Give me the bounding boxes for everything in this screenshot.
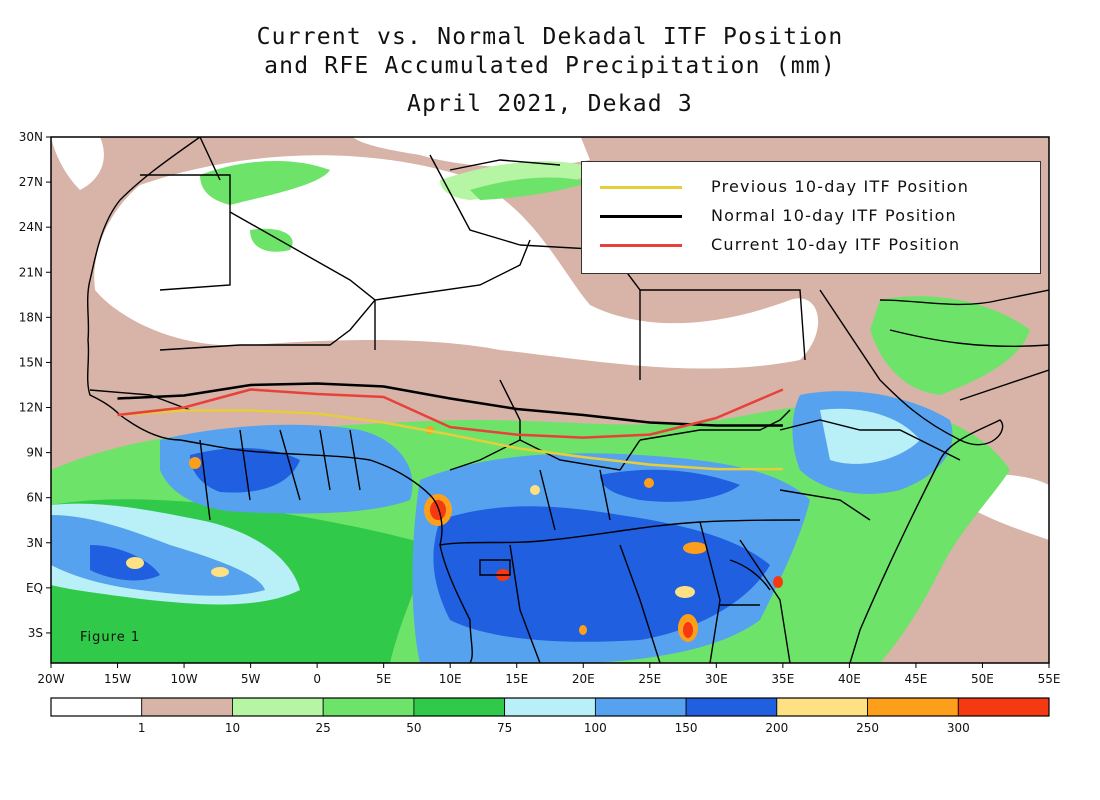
colorbar-label: 200 xyxy=(765,721,788,735)
itf-legend-swatch xyxy=(600,215,682,218)
lat-tick-label: 15N xyxy=(19,355,43,369)
lon-tick-label: 50E xyxy=(971,672,994,686)
itf-normal-line xyxy=(117,382,783,427)
colorbar-frame xyxy=(50,697,1050,717)
itf-legend-row: Normal 10-day ITF Position xyxy=(582,204,1040,228)
colorbar-segment xyxy=(685,697,778,717)
atlantic-dry-zone xyxy=(51,137,104,190)
lon-tick-label: 35E xyxy=(771,672,794,686)
precipitation-colorbar xyxy=(50,697,1050,717)
lat-tick-label: 27N xyxy=(19,175,43,189)
itf-lines xyxy=(117,382,784,471)
itf-legend-swatch xyxy=(600,186,682,189)
colorbar-label: 50 xyxy=(406,721,421,735)
colorbar-segment xyxy=(594,697,687,717)
colorbar-segment xyxy=(141,697,233,717)
itf-legend-label: Previous 10-day ITF Position xyxy=(711,177,970,196)
map-title-date: April 2021, Dekad 3 xyxy=(407,91,693,117)
lat-tick-label: 24N xyxy=(19,220,43,234)
latitude-axis: 30N 27N 24N 21N 18N 15N 12N 9N 6N 3N EQ 3S xyxy=(19,130,51,640)
lat-tick-label: 6N xyxy=(26,491,43,505)
colorbar-label: 250 xyxy=(856,721,879,735)
colorbar-segment xyxy=(413,697,506,717)
colorbar-label: 75 xyxy=(497,721,512,735)
lon-tick-label: 10W xyxy=(170,672,197,686)
lon-tick-label: 30E xyxy=(705,672,728,686)
colorbar-label: 100 xyxy=(584,721,607,735)
central-africa-rain-dark-blue xyxy=(433,506,770,642)
lat-tick-label: 18N xyxy=(19,310,43,324)
central-africa-rain-dark-blue-north xyxy=(600,469,740,502)
colorbar-segment xyxy=(867,697,959,717)
itf-current-line xyxy=(117,388,784,439)
colorbar-label: 150 xyxy=(675,721,698,735)
colorbar-labels: 1 10 25 50 75 100 150 200 250 300 xyxy=(138,721,970,735)
itf-previous-line xyxy=(117,409,783,471)
lon-tick-label: 0 xyxy=(313,672,321,686)
itf-legend: Previous 10-day ITF Position Normal 10-da… xyxy=(581,161,1041,274)
ocean-rain-dark-blue xyxy=(90,545,160,581)
colorbar-segment xyxy=(322,697,415,717)
north-dry-zone xyxy=(352,137,590,167)
itf-legend-row: Current 10-day ITF Position xyxy=(582,233,1040,257)
lon-tick-label: 10E xyxy=(439,672,462,686)
itf-legend-row: Previous 10-day ITF Position xyxy=(582,175,1040,199)
lon-tick-label: 20W xyxy=(37,672,64,686)
colorbar-segment xyxy=(957,697,1050,717)
map-title-line1: Current vs. Normal Dekadal ITF Position xyxy=(256,24,844,50)
lon-tick-label: 40E xyxy=(838,672,861,686)
lon-tick-label: 55E xyxy=(1038,672,1061,686)
lon-tick-label: 15E xyxy=(505,672,528,686)
colorbar-label: 300 xyxy=(947,721,970,735)
lat-tick-label: 3N xyxy=(26,536,43,550)
lat-tick-label: 30N xyxy=(19,130,43,144)
sahara-dry-zone xyxy=(94,155,819,369)
west-africa-rain-dark-blue xyxy=(190,448,300,493)
figure-label: Figure 1 xyxy=(80,630,140,645)
lat-tick-label: 21N xyxy=(19,265,43,279)
lat-tick-label: 12N xyxy=(19,401,43,415)
lon-tick-label: 5W xyxy=(241,672,261,686)
northern-rain-band-3 xyxy=(470,177,590,200)
itf-legend-label: Current 10-day ITF Position xyxy=(711,235,961,254)
longitude-axis: 20W 15W 10W 5W 0 5E 10E 15E 20E 25E 30E 35E 40E 45E 50… xyxy=(37,663,1060,686)
northern-rain-band-1 xyxy=(200,160,330,205)
colorbar-segment xyxy=(504,697,596,717)
lon-tick-label: 25E xyxy=(638,672,661,686)
northern-rain-patch xyxy=(250,228,293,252)
lon-tick-label: 45E xyxy=(905,672,928,686)
lon-tick-label: 5E xyxy=(376,672,391,686)
lat-tick-label: 3S xyxy=(28,626,43,640)
arabia-rain-patch xyxy=(870,296,1030,395)
colorbar-segment xyxy=(232,697,324,717)
lon-tick-label: 15W xyxy=(104,672,131,686)
map-title-line2: and RFE Accumulated Precipitation (mm) xyxy=(264,53,836,79)
colorbar-segment xyxy=(776,697,868,717)
ethiopia-rain-light-blue xyxy=(820,408,920,464)
lon-tick-label: 20E xyxy=(572,672,595,686)
colorbar-label: 1 xyxy=(138,721,146,735)
colorbar-segment xyxy=(50,697,143,717)
colorbar-label: 25 xyxy=(316,721,331,735)
itf-legend-label: Normal 10-day ITF Position xyxy=(711,206,957,225)
heavy-rain-spots xyxy=(126,426,783,642)
itf-legend-swatch xyxy=(600,244,682,247)
colorbar-label: 10 xyxy=(225,721,240,735)
lat-tick-label: EQ xyxy=(26,581,43,595)
lat-tick-label: 9N xyxy=(26,446,43,460)
map-frame xyxy=(50,136,1050,664)
